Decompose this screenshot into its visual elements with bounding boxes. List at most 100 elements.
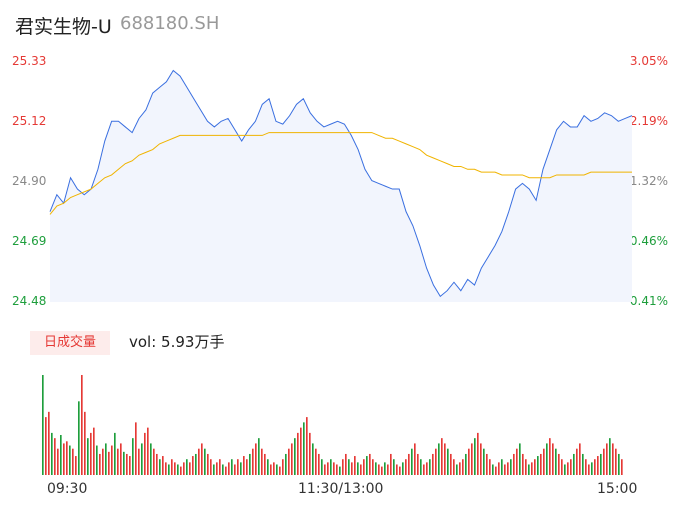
volume-bar xyxy=(306,417,308,475)
volume-bar xyxy=(180,466,182,475)
volume-bar xyxy=(273,462,275,475)
volume-bar xyxy=(195,453,197,475)
volume-bar xyxy=(333,462,335,475)
volume-bar xyxy=(453,459,455,475)
price-area xyxy=(50,70,632,303)
stock-name: 君实生物-U xyxy=(15,16,112,38)
volume-bar xyxy=(510,459,512,475)
volume-bar xyxy=(588,464,590,475)
volume-bar xyxy=(552,443,554,475)
volume-bar xyxy=(72,448,74,475)
volume-bar xyxy=(216,462,218,475)
volume-bar xyxy=(255,443,257,475)
volume-badge: 日成交量 xyxy=(30,331,110,355)
volume-bar xyxy=(201,443,203,475)
volume-bar xyxy=(243,456,245,475)
volume-bar xyxy=(543,448,545,475)
y-tick-left-1: 25.12 xyxy=(12,114,47,128)
volume-bar xyxy=(432,453,434,475)
volume-bar xyxy=(525,459,527,475)
volume-bar xyxy=(495,466,497,475)
volume-bar xyxy=(474,438,476,475)
volume-bar xyxy=(489,459,491,475)
volume-bar xyxy=(348,459,350,475)
volume-bar xyxy=(210,459,212,475)
volume-bar xyxy=(435,448,437,475)
volume-bar xyxy=(564,464,566,475)
volume-bar xyxy=(351,462,353,475)
average-price-line xyxy=(49,132,632,215)
volume-bar xyxy=(174,462,176,475)
volume-bar xyxy=(372,459,374,475)
price-panel xyxy=(49,69,633,303)
volume-bar xyxy=(381,466,383,475)
volume-bar xyxy=(429,459,431,475)
volume-bar xyxy=(567,462,569,475)
volume-bar xyxy=(330,459,332,475)
volume-bar xyxy=(534,459,536,475)
volume-bar xyxy=(606,443,608,475)
volume-bar xyxy=(483,448,485,475)
volume-bar xyxy=(129,456,131,475)
volume-bar xyxy=(363,459,365,475)
volume-bar xyxy=(111,445,113,475)
volume-bar xyxy=(75,456,77,475)
x-tick-close: 15:00 xyxy=(597,481,638,497)
volume-bar xyxy=(612,443,614,475)
volume-bar xyxy=(591,462,593,475)
volume-bar xyxy=(189,462,191,475)
volume-bar xyxy=(252,448,254,475)
volume-bar xyxy=(423,464,425,475)
volume-bar xyxy=(168,464,170,475)
volume-bar xyxy=(354,456,356,475)
volume-bar xyxy=(426,462,428,475)
volume-bar xyxy=(96,445,98,475)
volume-bar xyxy=(165,462,167,475)
volume-bar xyxy=(108,451,110,475)
volume-bar xyxy=(402,462,404,475)
volume-bar xyxy=(420,459,422,475)
x-tick-midday: 11:30/13:00 xyxy=(298,481,384,497)
volume-bar xyxy=(261,448,263,475)
volume-bar xyxy=(84,411,86,475)
volume-bar xyxy=(126,453,128,475)
volume-bar xyxy=(558,453,560,475)
volume-bar xyxy=(219,459,221,475)
volume-bar xyxy=(492,464,494,475)
volume-bar xyxy=(486,453,488,475)
y-tick-right-3: 0.46% xyxy=(629,234,668,248)
volume-bar xyxy=(441,438,443,475)
volume-bar xyxy=(498,462,500,475)
volume-bar xyxy=(324,464,326,475)
volume-bar xyxy=(144,432,146,475)
volume-bar xyxy=(264,453,266,475)
volume-bar xyxy=(471,443,473,475)
volume-bar xyxy=(504,464,506,475)
y-tick-left-3: 24.69 xyxy=(12,234,47,248)
volume-bar xyxy=(192,456,194,475)
volume-bar xyxy=(267,459,269,475)
volume-bar xyxy=(447,448,449,475)
volume-bar xyxy=(138,448,140,475)
volume-bar xyxy=(408,453,410,475)
volume-bar xyxy=(198,448,200,475)
volume-bar xyxy=(102,448,104,475)
volume-bar xyxy=(153,448,155,475)
y-tick-right-2: 1.32% xyxy=(629,174,668,188)
volume-bar xyxy=(240,462,242,475)
volume-bar xyxy=(270,464,272,475)
volume-bar xyxy=(183,462,185,475)
volume-bar xyxy=(42,375,44,475)
stock-code: 688180.SH xyxy=(120,13,220,34)
volume-bar xyxy=(393,459,395,475)
volume-bar xyxy=(114,432,116,475)
volume-bar xyxy=(405,459,407,475)
volume-bar xyxy=(99,453,101,475)
volume-bar xyxy=(51,432,53,475)
volume-bar xyxy=(573,453,575,475)
volume-bar xyxy=(582,453,584,475)
volume-bar xyxy=(288,448,290,475)
volume-bar xyxy=(438,443,440,475)
volume-bar xyxy=(609,438,611,475)
